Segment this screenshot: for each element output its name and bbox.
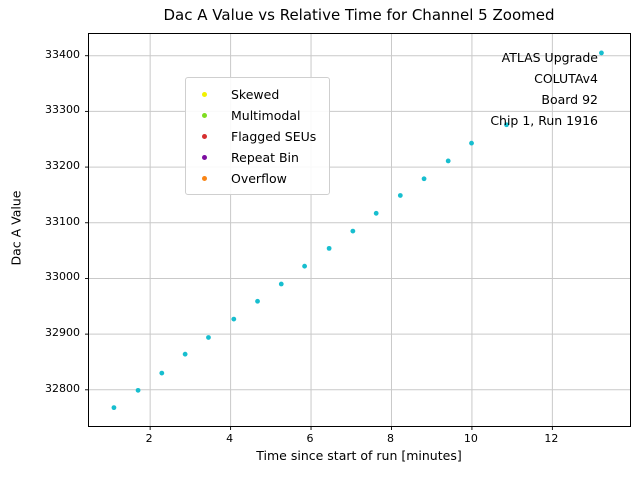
- legend-row-overflow: Overflow: [186, 168, 329, 189]
- legend-label: Skewed: [231, 87, 280, 102]
- y-tick-label: 33200: [45, 159, 80, 173]
- data-point: [111, 405, 117, 411]
- data-point: [255, 298, 260, 304]
- data-point: [302, 263, 307, 269]
- repeat-bin-marker-icon: [202, 155, 207, 160]
- flagged-seus-marker-icon: [202, 134, 207, 139]
- annotation-line: ATLAS Upgrade: [501, 50, 598, 65]
- y-tick-label: 33100: [45, 214, 80, 228]
- data-point: [231, 316, 237, 322]
- legend-label: Overflow: [231, 171, 287, 186]
- data-point: [159, 370, 165, 376]
- chart-title: Dac A Value vs Relative Time for Channel…: [163, 6, 555, 24]
- data-point: [599, 50, 604, 56]
- data-point: [350, 228, 356, 234]
- legend-row-flagged-seus: Flagged SEUs: [186, 126, 329, 147]
- y-tick-label: 32800: [45, 381, 80, 395]
- data-point: [278, 281, 284, 287]
- x-axis-label: Time since start of run [minutes]: [256, 448, 462, 463]
- data-point: [206, 335, 211, 340]
- legend-label: Flagged SEUs: [231, 129, 317, 144]
- data-point: [182, 351, 188, 357]
- legend: Skewed Multimodal Flagged SEUs Repeat Bi…: [185, 77, 330, 195]
- data-point: [445, 158, 451, 164]
- y-tick-label: 33400: [45, 47, 80, 61]
- x-tick-label: 12: [544, 432, 559, 445]
- skewed-marker-icon: [202, 92, 207, 97]
- legend-row-multimodal: Multimodal: [186, 105, 329, 126]
- y-tick-label: 33000: [45, 270, 80, 284]
- run-info-annotation: ATLAS Upgrade COLUTAv4 Board 92 Chip 1, Run…: [398, 47, 598, 131]
- annotation-line: Board 92: [541, 92, 598, 107]
- annotation-line: Chip 1, Run 1916: [490, 113, 598, 128]
- data-point: [397, 193, 403, 198]
- legend-label: Repeat Bin: [231, 150, 299, 165]
- x-tick-label: 4: [226, 432, 234, 445]
- legend-row-skewed: Skewed: [186, 84, 329, 105]
- annotation-line: COLUTAv4: [534, 71, 598, 86]
- data-point: [504, 122, 509, 128]
- data-point: [135, 387, 141, 393]
- plot-area: Skewed Multimodal Flagged SEUs Repeat Bi…: [85, 33, 631, 430]
- x-tick-label: 2: [145, 432, 153, 445]
- y-tick-label: 32900: [45, 326, 80, 340]
- multimodal-marker-icon: [202, 113, 207, 118]
- data-point: [373, 210, 379, 216]
- legend-row-repeat-bin: Repeat Bin: [186, 147, 329, 168]
- scatter-plot-canvas: [85, 34, 630, 430]
- data-point: [326, 245, 332, 251]
- data-point: [421, 176, 427, 182]
- x-tick-label: 6: [306, 432, 314, 445]
- y-tick-label: 33300: [45, 103, 80, 117]
- data-point: [469, 140, 474, 146]
- legend-label: Multimodal: [231, 108, 301, 123]
- overflow-marker-icon: [202, 176, 207, 181]
- x-tick-label: 8: [386, 432, 394, 445]
- x-tick-label: 10: [463, 432, 478, 445]
- y-axis-label: Dac A Value: [8, 190, 24, 266]
